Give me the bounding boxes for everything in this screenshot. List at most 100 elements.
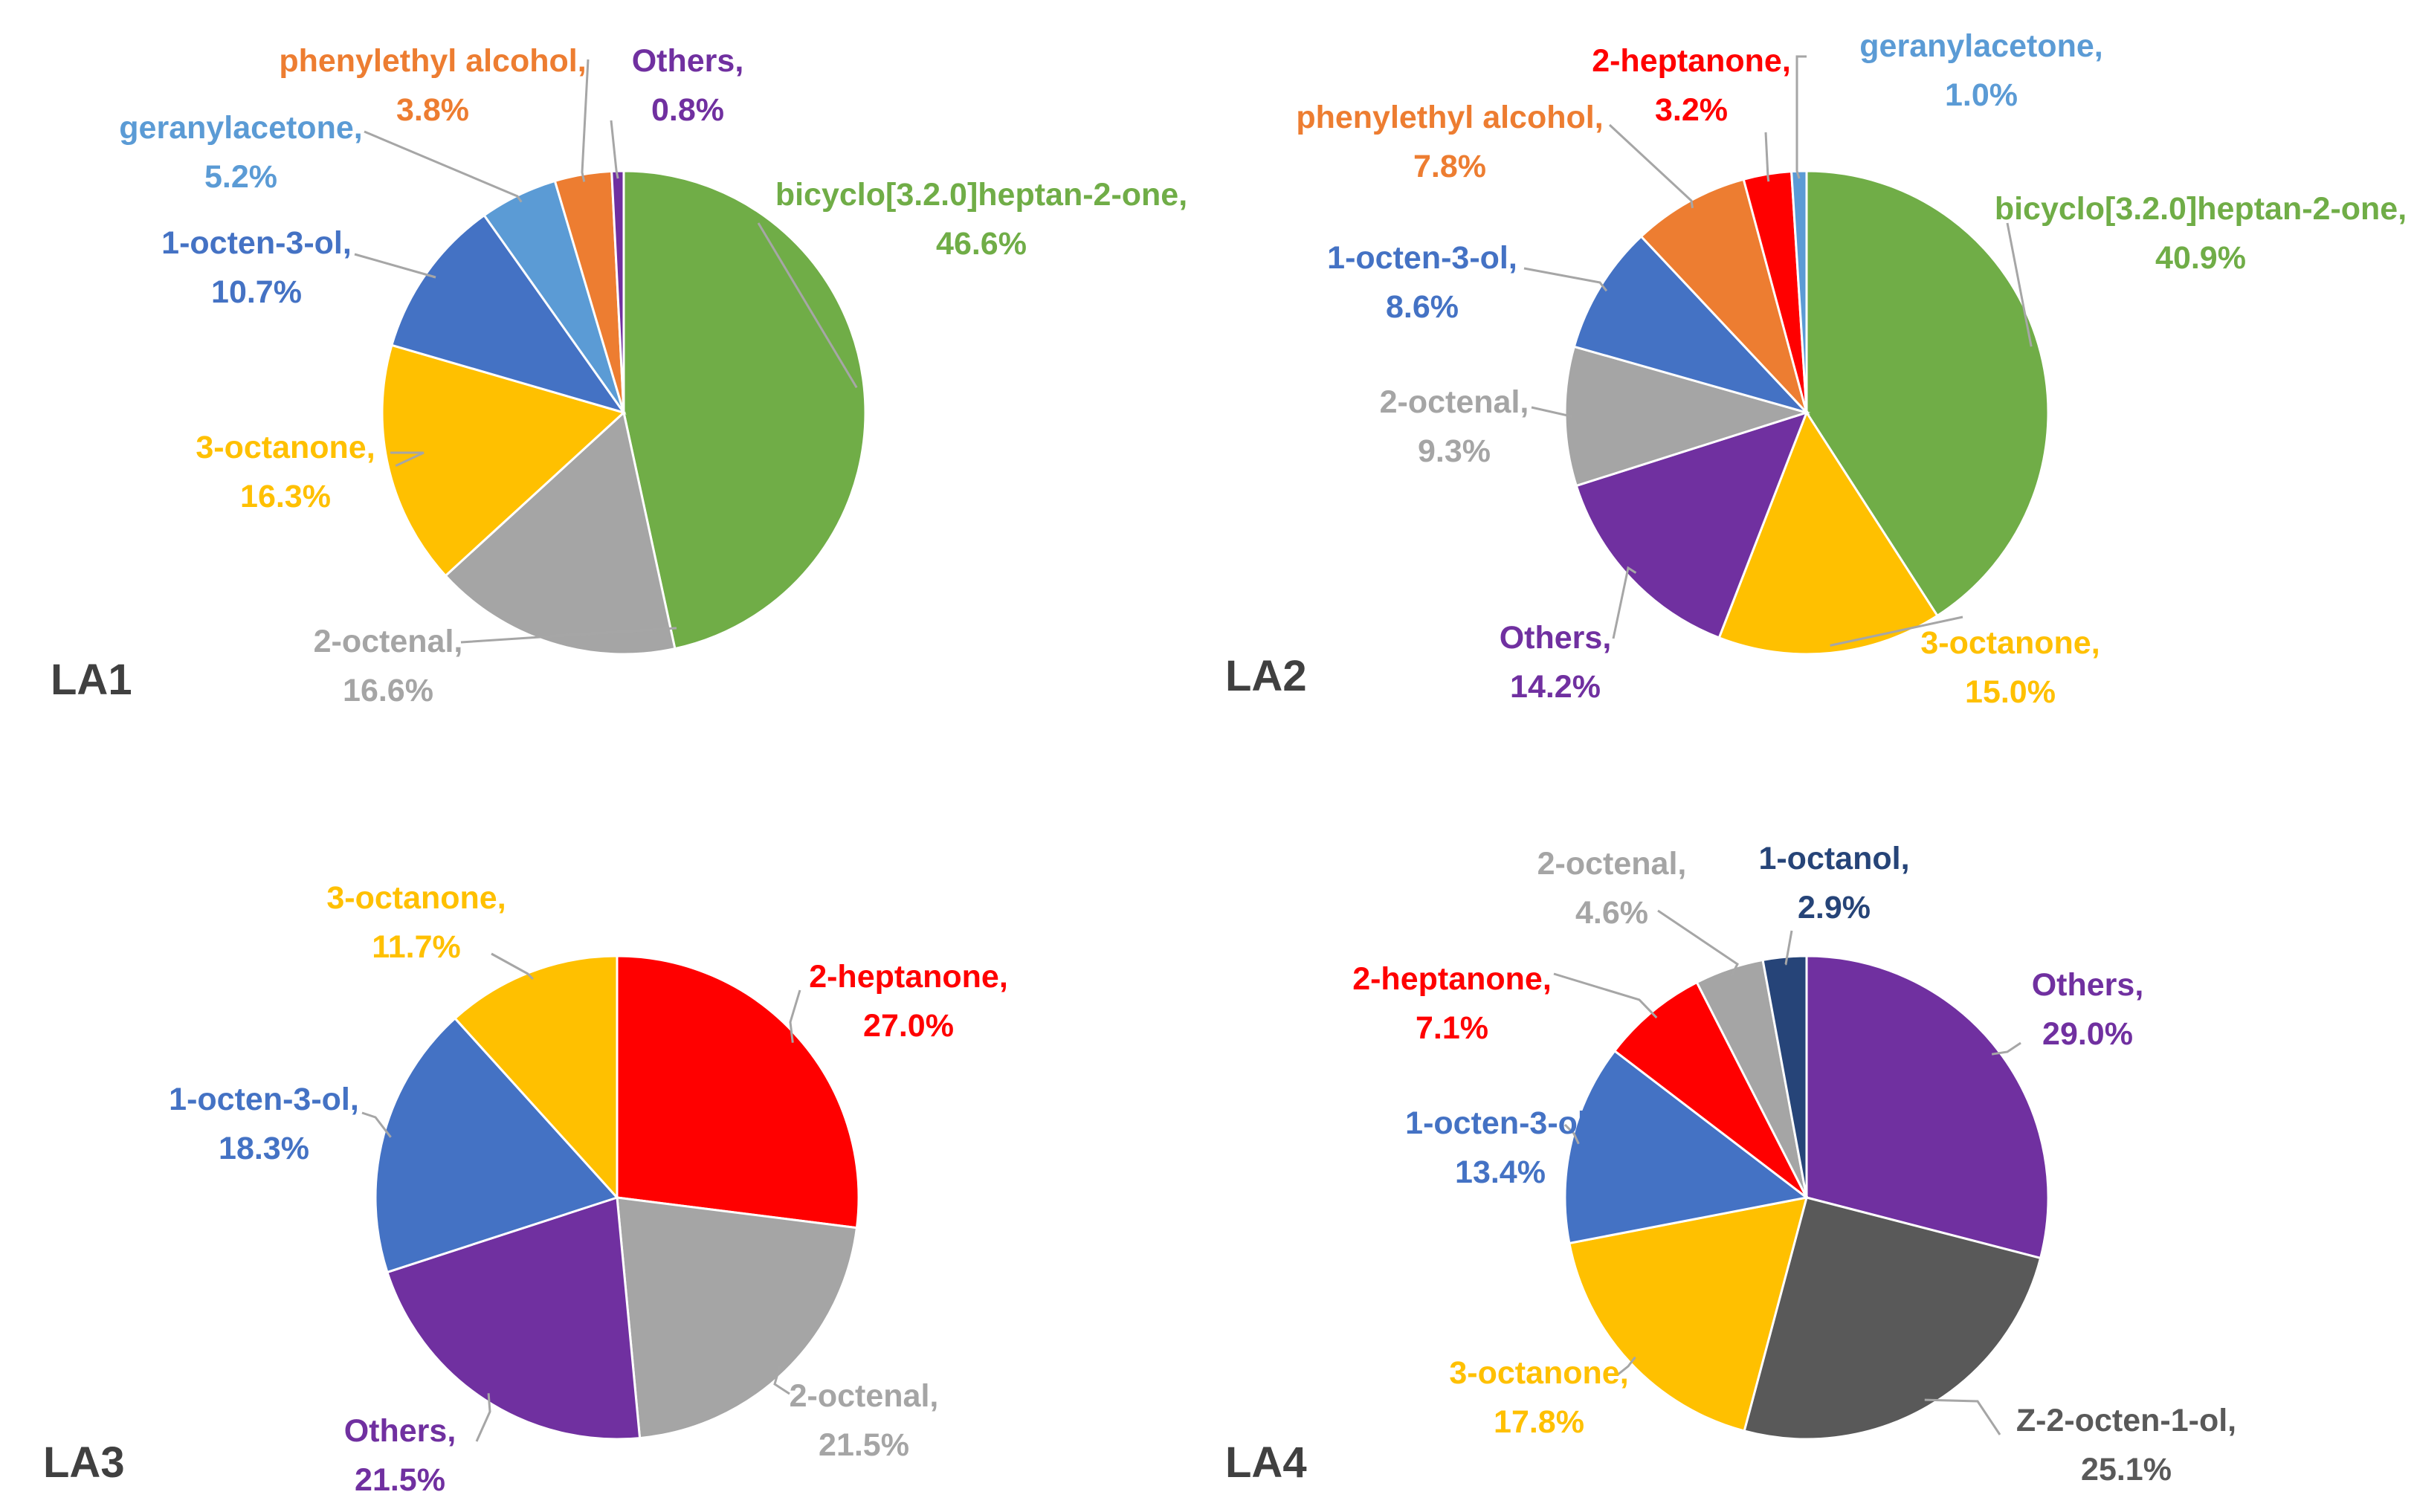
pie-slice-1-octanol bbox=[1761, 954, 1808, 1198]
pie-slice-bicyclo-3-2-0-heptan-2-one bbox=[622, 169, 867, 650]
pie-slice-2-octenal bbox=[616, 1196, 859, 1440]
leader-line bbox=[1523, 267, 1608, 292]
pie-slice-3-octanone bbox=[381, 343, 626, 578]
pie-slice-1-octen-3-ol bbox=[374, 1016, 619, 1274]
slice-label: phenylethyl alcohol, bbox=[1296, 100, 1603, 135]
panel-title: LA2 bbox=[1225, 652, 1307, 700]
pie-slice-phenylethyl-alcohol bbox=[1639, 178, 1808, 414]
pie-slice-2-octenal bbox=[1563, 345, 1811, 488]
slice-value: 3.8% bbox=[396, 92, 469, 128]
slice-value: 16.6% bbox=[343, 673, 433, 708]
slice-label: 2-heptanone, bbox=[1352, 961, 1552, 997]
slice-label: 1-octen-3-ol, bbox=[169, 1082, 359, 1117]
pie-panel-la2: bicyclo[3.2.0]heptan-2-one, 40.9% 3-octano… bbox=[1225, 28, 2407, 710]
slice-value: 29.0% bbox=[2042, 1016, 2133, 1052]
pie-slice-others bbox=[1575, 410, 1809, 639]
slice-value: 46.6% bbox=[936, 226, 1027, 262]
slice-value: 0.8% bbox=[651, 92, 724, 128]
slice-label: 1-octen-3-ol, bbox=[161, 225, 352, 261]
panel-title: LA3 bbox=[43, 1438, 125, 1487]
pie-panel-la4: Others, 29.0% Z-2-octen-1-ol, 25.1% 3-octano… bbox=[1225, 841, 2236, 1487]
leader-line bbox=[610, 120, 619, 179]
slice-value: 21.5% bbox=[355, 1462, 445, 1498]
slice-value: 25.1% bbox=[2081, 1452, 2172, 1487]
pie-panel-la3: 2-heptanone, 27.0% 2-octenal, 21.5% Others, 2… bbox=[43, 880, 1008, 1498]
pie-slice-1-octen-3-ol bbox=[1572, 234, 1810, 415]
leader-line bbox=[1764, 132, 1770, 182]
leader-line bbox=[364, 130, 523, 203]
pie-slice-2-heptanone bbox=[616, 954, 860, 1230]
slice-value: 2.9% bbox=[1798, 890, 1871, 925]
slice-label: Others, bbox=[2032, 967, 2144, 1003]
leader-line bbox=[460, 627, 677, 644]
leader-line bbox=[1657, 909, 1739, 977]
slice-label: geranylacetone, bbox=[1859, 28, 2102, 64]
slice-label: bicyclo[3.2.0]heptan-2-one, bbox=[1995, 191, 2407, 227]
slice-value: 5.2% bbox=[204, 159, 277, 195]
slice-value: 3.2% bbox=[1655, 92, 1728, 128]
leader-line bbox=[1553, 972, 1658, 1019]
slice-value: 13.4% bbox=[1455, 1154, 1546, 1190]
slice-label: Z-2-octen-1-ol, bbox=[2016, 1403, 2236, 1438]
leader-line bbox=[491, 952, 534, 980]
slice-label: 3-octanone, bbox=[326, 880, 506, 916]
pie-panel-la1: bicyclo[3.2.0]heptan-2-one, 46.6% 2-octena… bbox=[51, 43, 1187, 708]
slice-value: 21.5% bbox=[819, 1427, 909, 1463]
leader-line bbox=[1616, 1356, 1636, 1377]
slice-label: 3-octanone, bbox=[1449, 1355, 1628, 1391]
slice-label: bicyclo[3.2.0]heptan-2-one, bbox=[775, 177, 1187, 213]
slice-label: 2-octenal, bbox=[790, 1378, 939, 1414]
leader-line bbox=[1784, 930, 1793, 966]
panel-title: LA4 bbox=[1225, 1438, 1307, 1487]
leader-line bbox=[773, 1365, 790, 1395]
leader-line bbox=[1924, 1398, 2001, 1435]
pie-slice-1-octen-3-ol bbox=[390, 213, 627, 415]
leader-line bbox=[1991, 1041, 2021, 1056]
slice-value: 9.3% bbox=[1418, 433, 1491, 469]
slice-value: 40.9% bbox=[2155, 240, 2246, 276]
pie-slice-others bbox=[610, 169, 625, 413]
leader-line bbox=[390, 451, 425, 467]
leader-line bbox=[354, 253, 436, 279]
leader-line bbox=[1612, 566, 1637, 639]
slice-label: 2-heptanone, bbox=[809, 959, 1008, 995]
pie-slice-2-octenal bbox=[444, 410, 677, 656]
slice-label: Others, bbox=[632, 43, 744, 79]
pie-slice-1-octen-3-ol bbox=[1563, 1049, 1810, 1245]
leader-line bbox=[2006, 222, 2033, 347]
slice-value: 14.2% bbox=[1510, 669, 1601, 705]
leader-line bbox=[1795, 55, 1807, 179]
slice-label: phenylethyl alcohol, bbox=[279, 43, 586, 79]
slice-label: 1-octen-3-ol, bbox=[1405, 1105, 1595, 1141]
slice-value: 1.0% bbox=[1945, 77, 2018, 113]
pie-slice-geranylacetone bbox=[1789, 169, 1808, 413]
slice-label: 2-octenal, bbox=[314, 624, 463, 659]
slice-label: geranylacetone, bbox=[119, 110, 362, 146]
leader-line bbox=[361, 1111, 392, 1138]
panel-title: LA1 bbox=[51, 656, 132, 704]
slice-value: 17.8% bbox=[1494, 1404, 1584, 1440]
pie-slice-z-2-octen-1-ol bbox=[1743, 1196, 2042, 1441]
slice-value: 7.1% bbox=[1416, 1010, 1488, 1046]
slice-label: Others, bbox=[344, 1413, 456, 1449]
slice-label: 1-octen-3-ol, bbox=[1327, 240, 1517, 276]
slice-value: 16.3% bbox=[240, 479, 331, 514]
pie-slice-3-octanone bbox=[1568, 1196, 1809, 1432]
slice-value: 18.3% bbox=[219, 1131, 309, 1166]
leader-line bbox=[757, 222, 858, 389]
leader-line bbox=[581, 59, 590, 182]
pie-slice-others bbox=[1805, 954, 2050, 1260]
leader-line bbox=[1563, 1123, 1580, 1145]
slice-label: 3-octanone, bbox=[1920, 625, 2100, 661]
slice-value: 10.7% bbox=[211, 274, 302, 310]
slice-label: 2-octenal, bbox=[1537, 846, 1687, 882]
leader-line bbox=[1531, 406, 1573, 418]
slice-value: 11.7% bbox=[372, 929, 461, 965]
slice-label: 2-heptanone, bbox=[1592, 43, 1791, 79]
slice-value: 7.8% bbox=[1413, 149, 1486, 184]
leader-line bbox=[475, 1393, 491, 1442]
leader-line bbox=[1608, 123, 1694, 209]
leader-line bbox=[1830, 616, 1963, 647]
slice-label: Others, bbox=[1500, 620, 1612, 656]
